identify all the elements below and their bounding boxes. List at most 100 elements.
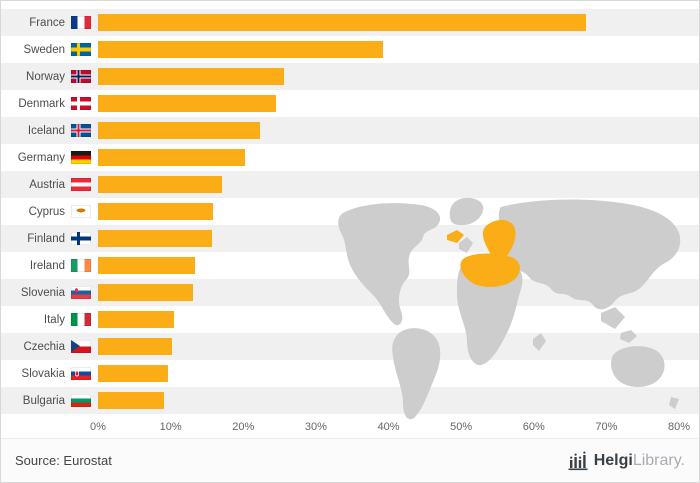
category-label-group: Austria <box>1 178 98 191</box>
uk-shape <box>459 237 473 253</box>
x-axis-tick: 60% <box>522 421 545 433</box>
chart-row: Slovakia <box>1 360 699 387</box>
north-america-shape <box>338 203 441 326</box>
category-label-group: Denmark <box>1 97 98 110</box>
bar-track <box>98 203 679 220</box>
x-axis-tick: 30% <box>304 421 327 433</box>
indonesia-shape <box>620 330 637 343</box>
category-label-group: Germany <box>1 151 98 164</box>
flag-icon-bg <box>71 394 91 407</box>
x-axis-tick: 10% <box>159 421 182 433</box>
bar-track <box>98 41 679 58</box>
country-label: Bulgaria <box>22 394 65 407</box>
x-axis-tick: 50% <box>450 421 473 433</box>
chart-row: Iceland <box>1 117 699 144</box>
category-label-group: Finland <box>1 232 98 245</box>
bar-track <box>98 176 679 193</box>
category-label-group: Bulgaria <box>1 394 98 407</box>
logo-text-bold: Helgi <box>593 451 633 469</box>
value-bar <box>98 392 165 409</box>
helgi-library-logo[interactable]: HelgiLibrary. <box>568 451 685 471</box>
chart-row: Sweden <box>1 36 699 63</box>
x-axis: 0% 10% 20% 30% 40% 50% 60% 70% 80% <box>90 414 690 438</box>
value-bar <box>98 311 174 328</box>
madagascar-shape <box>533 333 546 351</box>
chart-row: Ireland <box>1 252 699 279</box>
southeast-asia-shape <box>601 307 625 329</box>
category-label-group: France <box>1 16 98 29</box>
world-map <box>338 197 681 420</box>
chart-row: Italy <box>1 306 699 333</box>
bar-track <box>98 149 679 166</box>
category-label-group: Slovenia <box>1 286 98 299</box>
flag-icon-fr <box>71 16 91 29</box>
value-bar <box>98 149 245 166</box>
value-bar <box>98 284 194 301</box>
europe-highlight-shape <box>460 253 520 287</box>
chart-row: Denmark <box>1 90 699 117</box>
bar-track <box>98 338 679 355</box>
flag-icon-no <box>71 70 91 83</box>
value-bar <box>98 122 260 139</box>
chart-row: Slovenia <box>1 279 699 306</box>
country-label: Germany <box>17 151 65 164</box>
chart-rows: France Sweden Norway Denmark <box>1 9 699 414</box>
scandinavia-highlight-shape <box>482 219 516 261</box>
chart-row: Bulgaria <box>1 387 699 414</box>
south-america-shape <box>392 328 441 420</box>
country-label: France <box>29 16 65 29</box>
flag-icon-ie <box>71 259 91 272</box>
bar-track <box>98 284 679 301</box>
value-bar <box>98 14 587 31</box>
value-bar <box>98 95 276 112</box>
flag-icon-se <box>71 43 91 56</box>
country-label: Iceland <box>27 124 65 137</box>
flag-icon-dk <box>71 97 91 110</box>
greenland-shape <box>449 197 484 226</box>
x-axis-tick: 40% <box>377 421 400 433</box>
country-label: Czechia <box>23 340 65 353</box>
value-bar <box>98 257 195 274</box>
new-zealand-shape <box>669 397 679 409</box>
chart-row: Cyprus <box>1 198 699 225</box>
iceland-highlight-shape <box>447 230 464 243</box>
value-bar <box>98 338 173 355</box>
x-axis-tick: 20% <box>232 421 255 433</box>
x-axis-tick: 80% <box>667 421 691 433</box>
bar-track <box>98 365 679 382</box>
flag-icon-it <box>71 313 91 326</box>
value-bar <box>98 230 213 247</box>
country-label: Norway <box>26 70 65 83</box>
value-bar <box>98 176 223 193</box>
country-label: Italy <box>43 313 65 326</box>
chart-row: France <box>1 9 699 36</box>
country-label: Slovenia <box>20 286 65 299</box>
category-label-group: Ireland <box>1 259 98 272</box>
category-label-group: Cyprus <box>1 205 98 218</box>
category-label-group: Norway <box>1 70 98 83</box>
footer: Source: Eurostat HelgiLibrary. <box>1 438 699 482</box>
flag-icon-at <box>71 178 91 191</box>
country-label: Finland <box>27 232 65 245</box>
bar-chart: France Sweden Norway Denmark <box>1 1 699 438</box>
australia-shape <box>611 346 665 387</box>
asia-shape <box>498 199 681 310</box>
flag-icon-is <box>71 124 91 137</box>
country-label: Denmark <box>18 97 65 110</box>
value-bar <box>98 41 384 58</box>
logo-text-light: Library. <box>632 451 685 469</box>
bar-track <box>98 68 679 85</box>
country-label: Sweden <box>23 43 65 56</box>
chart-row: Austria <box>1 171 699 198</box>
category-label-group: Iceland <box>1 124 98 137</box>
flag-icon-si <box>71 286 91 299</box>
helgi-logo-icon <box>568 451 588 470</box>
x-axis-tick: 0% <box>90 421 106 433</box>
country-label: Slovakia <box>21 367 65 380</box>
value-bar <box>98 68 284 85</box>
chart-row: Norway <box>1 63 699 90</box>
chart-row: Germany <box>1 144 699 171</box>
flag-icon-de <box>71 151 91 164</box>
flag-icon-cy <box>71 205 91 218</box>
